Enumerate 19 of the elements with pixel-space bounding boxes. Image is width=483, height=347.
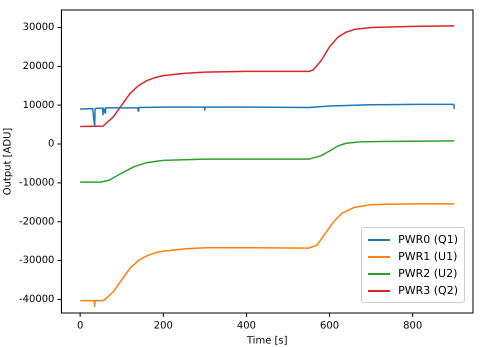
legend-label: PWR3 (Q2) bbox=[398, 283, 458, 299]
legend-label: PWR1 (U1) bbox=[398, 249, 458, 265]
x-tick-label: 600 bbox=[320, 320, 340, 332]
x-tick-label: 0 bbox=[76, 320, 84, 332]
y-tick-label: 0 bbox=[48, 138, 54, 150]
legend-label: PWR2 (U2) bbox=[398, 266, 458, 282]
x-tick-label: 200 bbox=[154, 320, 173, 332]
legend-label: PWR0 (Q1) bbox=[398, 232, 458, 248]
y-axis-title: Output [ADU] bbox=[2, 128, 14, 196]
x-tick-label: 800 bbox=[403, 320, 422, 332]
y-tick-label: 30000 bbox=[22, 22, 54, 34]
y-tick-label: -40000 bbox=[19, 294, 54, 305]
y-tick-label: -30000 bbox=[19, 255, 54, 266]
y-tick-label: -20000 bbox=[19, 216, 54, 228]
y-tick-label: -10000 bbox=[19, 177, 54, 188]
y-tick-label: 10000 bbox=[22, 100, 54, 111]
x-tick-label: 400 bbox=[236, 320, 256, 332]
y-tick-label: 20000 bbox=[22, 60, 54, 72]
x-axis-title: Time [s] bbox=[246, 336, 288, 347]
